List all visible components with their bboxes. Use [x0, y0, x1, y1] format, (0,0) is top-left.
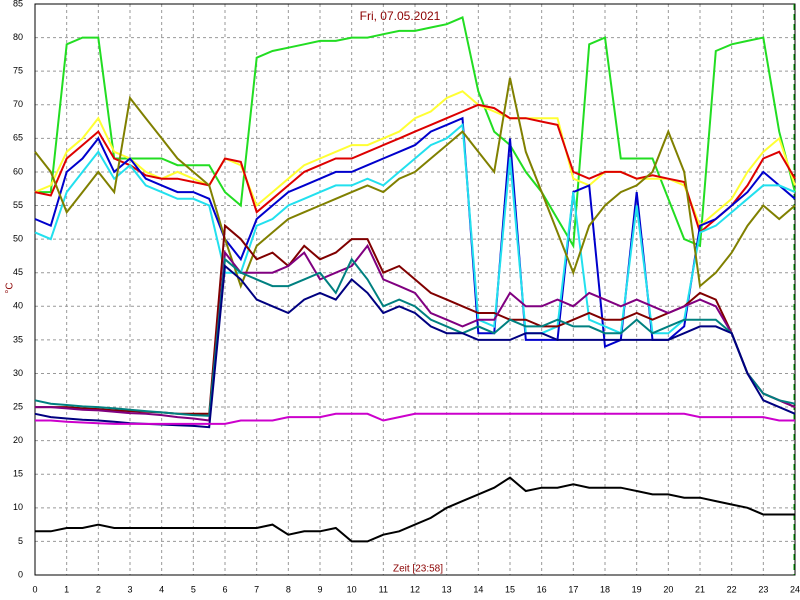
x-tick-label: 20 [663, 584, 673, 594]
y-tick-label: 50 [13, 233, 23, 243]
y-tick-label: 5 [18, 536, 23, 546]
y-tick-label: 75 [13, 66, 23, 76]
x-tick-label: 6 [222, 584, 227, 594]
series-line [34, 122, 796, 335]
x-tick-label: 7 [254, 584, 259, 594]
x-tick-label: 0 [32, 584, 37, 594]
y-tick-label: 35 [13, 334, 23, 344]
y-tick-label: 55 [13, 200, 23, 210]
x-tick-label: 14 [473, 584, 483, 594]
x-tick-label: 18 [600, 584, 610, 594]
series-line [34, 257, 796, 417]
x-tick-label: 16 [537, 584, 547, 594]
x-tick-label: 24 [790, 584, 800, 594]
x-tick-label: 23 [758, 584, 768, 594]
y-tick-label: 0 [18, 569, 23, 579]
x-tick-label: 21 [695, 584, 705, 594]
plot-border [34, 3, 796, 576]
series-line [35, 243, 796, 422]
y-tick-label: 10 [13, 502, 23, 512]
x-tick-label: 19 [632, 584, 642, 594]
series-line [35, 16, 796, 250]
y-tick-label: 25 [13, 401, 23, 411]
series-line [35, 412, 795, 425]
y-tick-label: 80 [13, 32, 23, 42]
chart-title: Fri, 07.05.2021 [360, 9, 441, 23]
series-line [35, 476, 795, 543]
x-tick-label: 2 [96, 584, 101, 594]
y-tick-label: 20 [13, 435, 23, 445]
y-tick-label: 40 [13, 301, 23, 311]
series-line [34, 103, 796, 235]
x-tick-label: 15 [505, 584, 515, 594]
x-tick-label: 10 [347, 584, 357, 594]
x-tick-label: 17 [568, 584, 578, 594]
x-tick-label: 8 [286, 584, 291, 594]
x-tick-label: 3 [127, 584, 132, 594]
x-tick-label: 5 [191, 584, 196, 594]
y-tick-label: 30 [13, 368, 23, 378]
y-tick-label: 70 [13, 99, 23, 109]
x-tick-label: 22 [727, 584, 737, 594]
y-tick-label: 65 [13, 133, 23, 143]
x-axis-label: Zeit [23:58] [393, 564, 443, 575]
y-tick-label: 15 [13, 469, 23, 479]
x-tick-label: 11 [379, 584, 388, 594]
x-tick-label: 13 [442, 584, 452, 594]
y-axis-label: °C [5, 282, 16, 293]
y-tick-label: 85 [13, 0, 23, 8]
x-tick-label: 12 [410, 584, 420, 594]
series-line [34, 77, 796, 290]
x-tick-label: 9 [317, 584, 322, 594]
x-tick-label: 1 [64, 584, 69, 594]
y-tick-label: 60 [13, 166, 23, 176]
y-tick-label: 45 [13, 267, 23, 277]
x-tick-label: 4 [159, 584, 164, 594]
